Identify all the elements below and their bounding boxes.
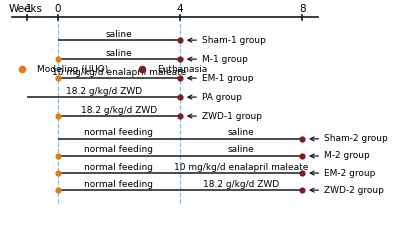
Text: normal feeding: normal feeding [84, 128, 154, 137]
Text: EM-2 group: EM-2 group [324, 169, 375, 177]
Text: saline: saline [106, 30, 132, 39]
Text: 4: 4 [177, 4, 184, 14]
Text: 8: 8 [299, 4, 306, 14]
Text: Sham-1 group: Sham-1 group [202, 36, 265, 45]
Text: Modeling (UUO): Modeling (UUO) [37, 65, 108, 74]
Text: ZWD-2 group: ZWD-2 group [324, 186, 384, 195]
Text: PA group: PA group [202, 93, 242, 102]
Text: 0: 0 [54, 4, 61, 14]
Text: EM-1 group: EM-1 group [202, 74, 253, 83]
Text: -1: -1 [22, 4, 32, 14]
Text: normal feeding: normal feeding [84, 145, 154, 154]
Text: 18.2 g/kg/d ZWD: 18.2 g/kg/d ZWD [66, 87, 142, 95]
Text: Sham-2 group: Sham-2 group [324, 134, 388, 143]
Text: normal feeding: normal feeding [84, 180, 154, 189]
Text: M-2 group: M-2 group [324, 151, 370, 161]
Text: Euthanasia: Euthanasia [157, 65, 207, 74]
Text: saline: saline [228, 128, 255, 137]
Text: normal feeding: normal feeding [84, 163, 154, 172]
Text: ZWD-1 group: ZWD-1 group [202, 112, 262, 121]
Text: 18.2 g/kg/d ZWD: 18.2 g/kg/d ZWD [81, 106, 157, 114]
Text: saline: saline [228, 145, 255, 154]
Text: M-1 group: M-1 group [202, 55, 247, 64]
Text: 18.2 g/kg/d ZWD: 18.2 g/kg/d ZWD [203, 180, 279, 189]
Text: 10 mg/kg/d enalapril maleate: 10 mg/kg/d enalapril maleate [52, 68, 186, 77]
Text: saline: saline [106, 49, 132, 58]
Text: 10 mg/kg/d enalapril maleate: 10 mg/kg/d enalapril maleate [174, 163, 308, 172]
Text: Weeks: Weeks [9, 4, 43, 14]
